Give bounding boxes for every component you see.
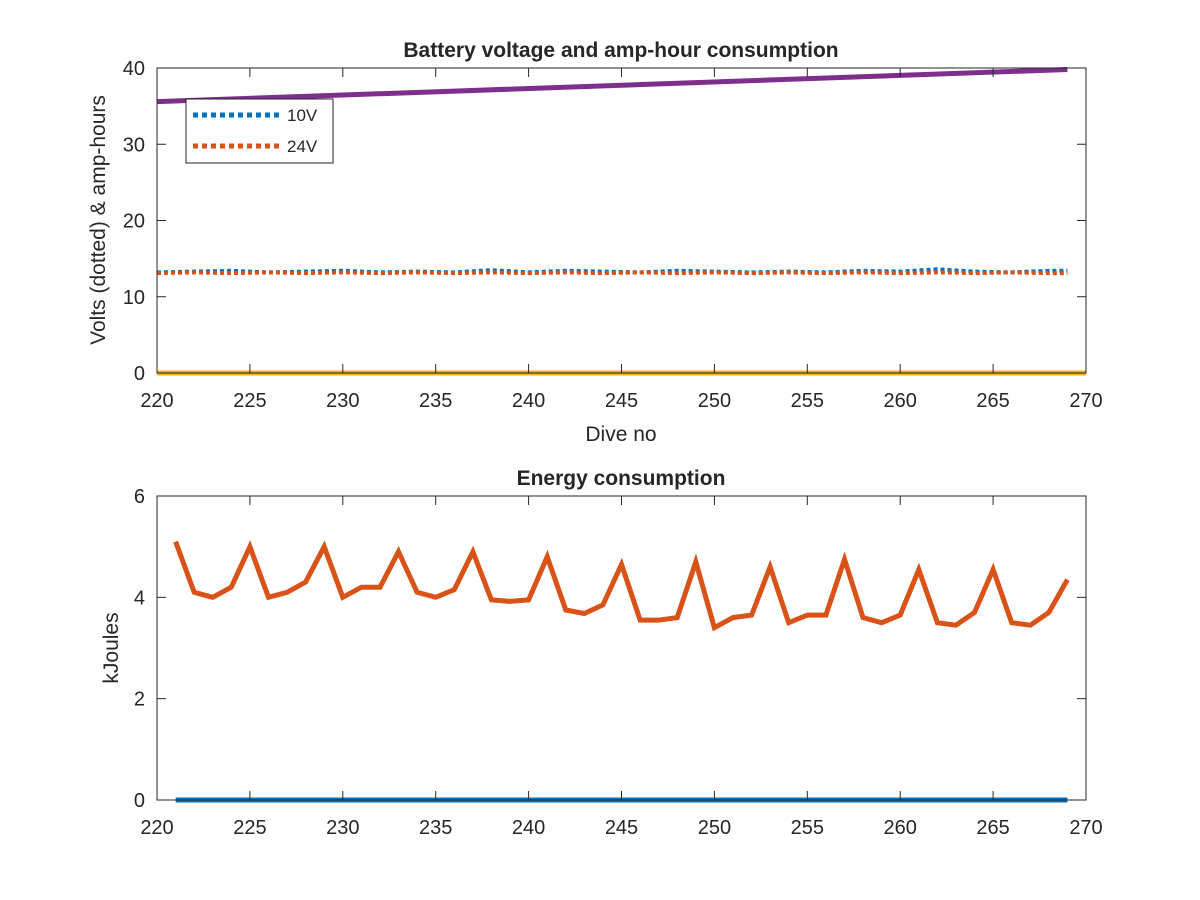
- voltage-x-tick-label: 265: [976, 390, 1009, 412]
- voltage-legend: 10V 24V: [185, 98, 334, 164]
- voltage-x-tick-label: 245: [605, 390, 638, 412]
- voltage-x-axis-title: Dive no: [585, 423, 656, 446]
- voltage-x-tick-label: 230: [326, 390, 359, 412]
- energy-x-tick-label: 240: [512, 817, 545, 839]
- energy-y-tick-label: 4: [134, 587, 145, 609]
- energy-x-tick-label: 255: [791, 817, 824, 839]
- energy-x-tick-label: 235: [419, 817, 452, 839]
- voltage-x-tick-label: 240: [512, 390, 545, 412]
- energy-x-tick-label: 260: [884, 817, 917, 839]
- voltage-y-tick-label: 40: [123, 58, 145, 80]
- voltage-x-tick-label: 270: [1069, 390, 1102, 412]
- voltage-chart-title: Battery voltage and amp-hour consumption: [403, 39, 838, 62]
- energy-x-tick-label: 225: [233, 817, 266, 839]
- energy-x-tick-label: 265: [976, 817, 1009, 839]
- voltage-chart: 220 225 230 235 240 245 250 255 260 265 270 0 10 20 30…: [87, 39, 1103, 446]
- voltage-x-tick-label: 255: [791, 390, 824, 412]
- voltage-y-tick-label: 30: [123, 134, 145, 156]
- voltage-ticks-layer: 220 225 230 235 240 245 250 255 260 265 270 0 10 20 30…: [123, 58, 1103, 412]
- voltage-series-line-1: [156, 270, 1068, 276]
- energy-x-tick-label: 220: [140, 817, 173, 839]
- voltage-series-line-3: [156, 67, 1068, 105]
- voltage-y-tick-label: 20: [123, 211, 145, 233]
- legend-box: [185, 98, 334, 164]
- energy-y-tick-label: 6: [134, 486, 145, 508]
- voltage-x-tick-label: 260: [884, 390, 917, 412]
- voltage-y-tick-label: 0: [134, 363, 145, 385]
- legend-label-24v: 24V: [287, 137, 318, 156]
- energy-chart-title: Energy consumption: [517, 467, 726, 490]
- voltage-y-axis-title: Volts (dotted) & amp-hours: [87, 95, 110, 345]
- energy-chart: 220 225 230 235 240 245 250 255 260 265 270 0 2 4 6 En…: [100, 467, 1103, 839]
- energy-x-tick-label: 270: [1069, 817, 1102, 839]
- energy-y-axis-title: kJoules: [100, 612, 123, 683]
- energy-x-tick-label: 230: [326, 817, 359, 839]
- voltage-x-tick-label: 225: [233, 390, 266, 412]
- legend-label-10v: 10V: [287, 106, 318, 125]
- energy-x-tick-label: 245: [605, 817, 638, 839]
- energy-y-tick-label: 0: [134, 790, 145, 812]
- voltage-x-tick-label: 250: [698, 390, 731, 412]
- energy-series-line-0: [173, 540, 1070, 632]
- energy-x-tick-label: 250: [698, 817, 731, 839]
- voltage-y-tick-label: 10: [123, 287, 145, 309]
- energy-y-tick-label: 2: [134, 689, 145, 711]
- energy-ticks-layer: 220 225 230 235 240 245 250 255 260 265 270 0 2 4 6: [134, 486, 1103, 839]
- voltage-x-tick-label: 235: [419, 390, 452, 412]
- voltage-x-tick-label: 220: [140, 390, 173, 412]
